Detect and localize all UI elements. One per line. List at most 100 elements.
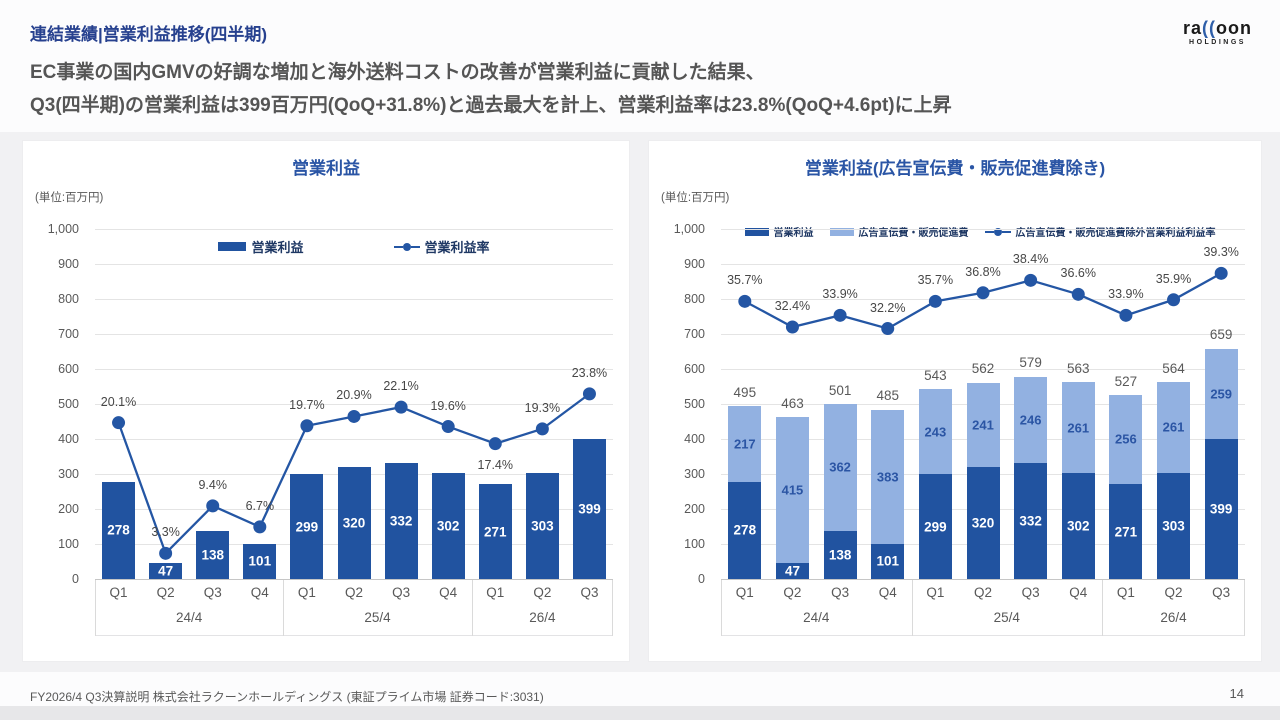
y-tick-label: 0 [72, 572, 79, 586]
bar-segment [525, 472, 559, 579]
raccoon-holdings-logo: ra((oon HOLDINGS [1183, 18, 1252, 46]
percent-label: 32.2% [869, 300, 906, 315]
percent-label: 35.7% [727, 273, 763, 288]
bar-value-label: 47 [784, 563, 800, 579]
gridline [95, 299, 613, 300]
bar-value-label: 271 [484, 524, 507, 540]
page-title: 連結業績|営業利益推移(四半期) [30, 25, 268, 44]
bar-total-label: 485 [876, 388, 899, 404]
line-marker [785, 320, 799, 334]
bar-value-label: 241 [972, 417, 994, 433]
x-category-label: Q1 [735, 585, 754, 600]
bar-value-label: 320 [971, 515, 995, 531]
group-separator [911, 580, 913, 636]
x-category-label: Q4 [250, 585, 269, 600]
x-category-label: Q3 [831, 585, 850, 600]
bar-value-label: 138 [201, 547, 224, 563]
x-group-label: 26/4 [1160, 610, 1187, 625]
percent-label: 22.1% [383, 379, 419, 394]
line-marker-icon [393, 242, 420, 251]
percent-label: 35.9% [1155, 271, 1192, 286]
logo-text-left: ra [1182, 18, 1202, 38]
subtitle-line-2: Q3(四半期)の営業利益は399百万円(QoQ+31.8%)と過去最大を計上、営… [30, 95, 952, 116]
y-tick-label: 700 [684, 327, 705, 341]
bar-value-label: 271 [1114, 524, 1138, 540]
percent-label: 9.4% [198, 477, 227, 492]
bar-value-label: 299 [295, 519, 319, 535]
bar-value-label: 101 [876, 553, 899, 569]
line-marker [1024, 273, 1038, 287]
line-marker [441, 420, 455, 434]
bar-total-label: 563 [1067, 360, 1090, 376]
percent-label: 38.4% [1012, 252, 1049, 267]
legend-label: 広告宣伝費・販売促進費除外営業利益利益率 [1015, 228, 1216, 239]
group-separator [471, 580, 473, 636]
x-category-label: Q1 [1116, 585, 1135, 600]
percent-label: 19.3% [524, 400, 561, 415]
bar-total-label: 562 [971, 361, 995, 377]
line-marker [535, 422, 549, 436]
y-tick-label: 500 [58, 397, 79, 411]
legend-item-bar-primary: 営業利益 [744, 224, 814, 239]
group-separator [1102, 580, 1104, 636]
bar-total-label: 543 [924, 367, 947, 383]
x-category-label: Q3 [392, 585, 411, 600]
legend-item-line: 営業利益率 [393, 237, 490, 256]
x-category-label: Q1 [926, 585, 945, 600]
bar-value-label: 278 [107, 522, 130, 538]
line-marker-icon [984, 227, 1011, 236]
x-axis: Q1 Q2 Q3 Q4 Q1 Q2 Q3 Q4 Q1 Q2 Q3 24/4 25/4 26/4 [95, 579, 613, 636]
gridline [95, 264, 613, 265]
legend-label: 営業利益率 [424, 240, 490, 255]
legend-item-bar-secondary: 広告宣伝費・販売促進費 [829, 224, 969, 239]
bar-segment [1157, 381, 1191, 473]
gridline [95, 404, 613, 405]
bar-value-label: 278 [733, 522, 757, 538]
chart-panel-profit-excluding-ad-costs: 営業利益(広告宣伝費・販売促進費除き) (単位:百万円) 営業利益 広告宣伝費・… [648, 140, 1262, 662]
bar-value-label: 259 [1210, 386, 1233, 402]
x-category-label: Q4 [878, 585, 897, 600]
y-tick-label: 600 [684, 362, 705, 376]
y-tick-label: 900 [58, 257, 79, 271]
y-tick-label: 100 [684, 537, 705, 551]
x-category-label: Q2 [973, 585, 992, 600]
bar-value-label: 256 [1115, 431, 1137, 447]
bar-value-label: 101 [248, 553, 272, 569]
x-category-label: Q2 [344, 585, 363, 600]
bar-value-label: 243 [924, 424, 947, 440]
group-separator [612, 580, 613, 636]
legend-label: 営業利益 [251, 240, 304, 255]
bar-segment [1157, 472, 1191, 579]
y-tick-label: 100 [58, 537, 79, 551]
bar-value-label: 383 [876, 469, 899, 485]
unit-label: (単位:百万円) [35, 192, 104, 204]
bar-segment [572, 439, 606, 579]
page-subtitle: EC事業の国内GMVの好調な増加と海外送料コストの改善が営業利益に貢献した結果、… [30, 56, 952, 122]
bar-segment [1014, 462, 1048, 579]
ratio-line [112, 387, 596, 560]
bar-segment [243, 543, 277, 579]
bar-value-label: 261 [1067, 420, 1090, 436]
bar-value-label: 332 [1019, 513, 1042, 529]
line-marker [582, 387, 596, 401]
percent-label: 3.3% [151, 525, 180, 540]
line-marker [1119, 308, 1133, 322]
percent-label: 19.7% [289, 397, 325, 412]
gridline [721, 299, 1245, 300]
ratio-line [738, 266, 1228, 336]
line-marker [488, 437, 502, 451]
x-axis: Q1 Q2 Q3 Q4 Q1 Q2 Q3 Q4 Q1 Q2 Q3 24/4 25/4 26/4 [721, 579, 1245, 636]
line-marker [206, 499, 220, 513]
gridline [721, 369, 1245, 370]
y-axis-labels: 0 100 200 300 400 500 600 700 800 900 1,000 [649, 222, 713, 586]
bar-segment [1204, 348, 1238, 440]
bar-total-label: 659 [1209, 327, 1233, 343]
bar-segment [478, 484, 512, 579]
bar-value-label: 217 [733, 436, 756, 452]
y-tick-label: 300 [58, 467, 79, 481]
line-marker [1167, 293, 1181, 307]
bar-segment [918, 389, 952, 475]
bar-value-label: 138 [828, 547, 852, 563]
legend-item-line: 広告宣伝費・販売促進費除外営業利益利益率 [984, 224, 1216, 239]
bar-segment [871, 409, 905, 544]
